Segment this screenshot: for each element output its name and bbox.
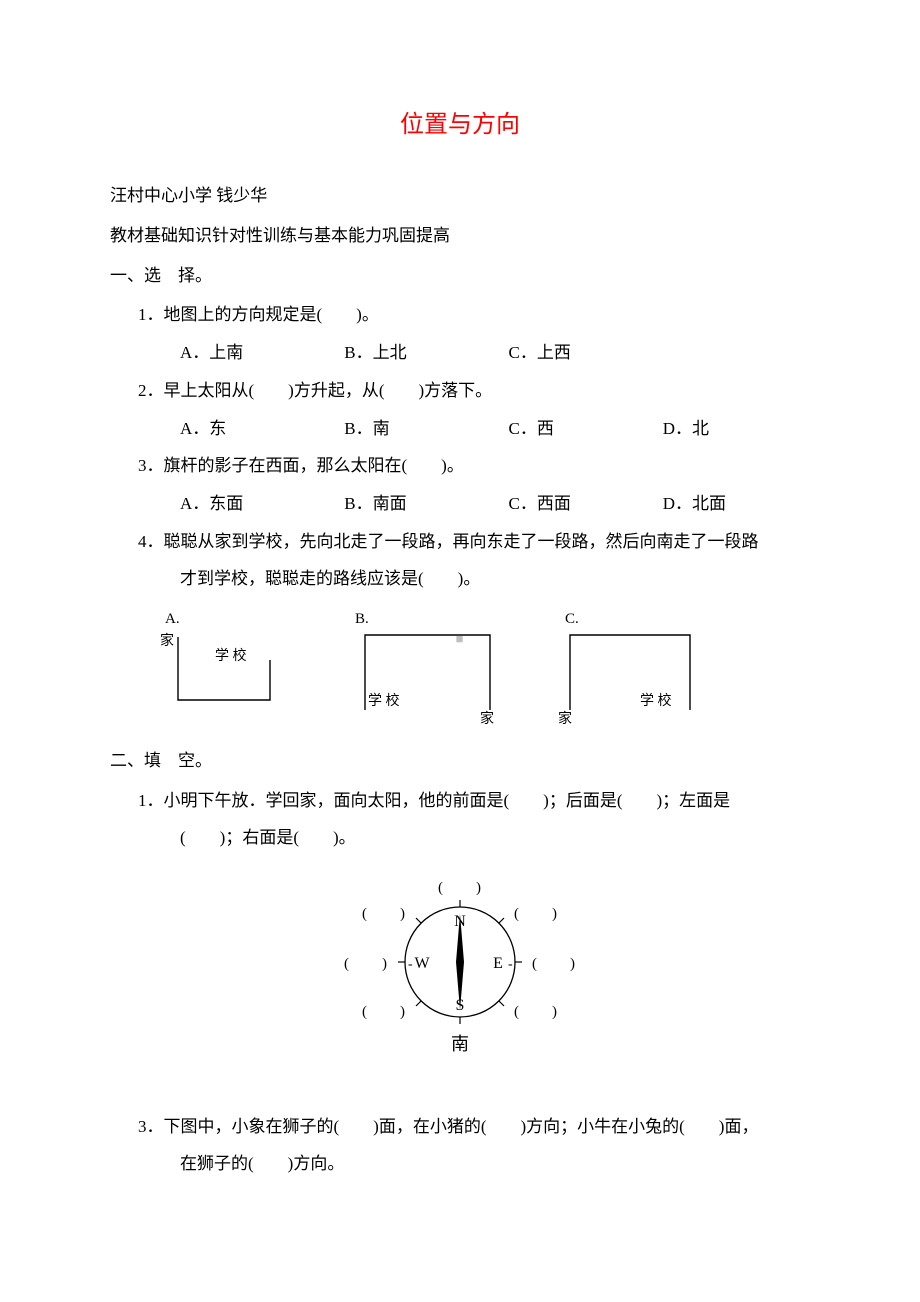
worksheet-page: 位置与方向 汪村中心小学 钱少华 教材基础知识针对性训练与基本能力巩固提高 一、… [0,0,920,1302]
svg-text:(: ( [532,956,537,972]
question-2-options: A．东 B．南 C．西 D．北 [110,411,810,447]
dA-path [178,637,270,700]
q2-opt-d: D．北 [663,411,763,447]
svg-text:(: ( [514,1004,519,1020]
compass-svg: N S E W 南 ( ) ( ) ( ) ( ) ( [290,872,630,1072]
fill-1-cont: ( )；右面是( )。 [110,820,810,856]
q1-opt-a: A．上南 [180,335,340,371]
dC-home: 家 [558,710,572,725]
compass-e: E [493,955,503,972]
q3-opt-c: C．西面 [509,486,659,522]
section-2-head: 二、填 空。 [110,743,810,779]
subtitle-line: 教材基础知识针对性训练与基本能力巩固提高 [110,218,810,254]
compass-s: S [456,997,465,1014]
dA-label: A. [165,611,180,627]
route-diagrams-svg: A. 家 学 校 B. 学 校 家 C. 家 学 校 [150,605,770,725]
question-2: 2．早上太阳从( )方升起，从( )方落下。 [110,373,810,409]
svg-text:(: ( [362,906,367,922]
dC-label: C. [565,611,579,627]
svg-text:(: ( [514,906,519,922]
dB-label: B. [355,611,369,627]
svg-text:-: - [508,957,513,972]
compass-diagram: N S E W 南 ( ) ( ) ( ) ( ) ( [110,872,810,1085]
q2-opt-c: C．西 [509,411,659,447]
author-line: 汪村中心小学 钱少华 [110,178,810,214]
dC-school: 学 校 [640,692,672,709]
svg-text:(: ( [344,956,349,972]
fill-3-cont: 在狮子的( )方向。 [110,1146,810,1182]
dA-home: 家 [160,632,174,649]
svg-text:): ) [552,906,557,922]
question-4-cont: 才到学校，聪聪走的路线应该是( )。 [110,561,810,597]
q1-opt-c: C．上西 [509,335,659,371]
svg-text:): ) [552,1004,557,1020]
section-1-head: 一、选 择。 [110,258,810,294]
svg-text:): ) [476,880,481,896]
question-1: 1．地图上的方向规定是( )。 [110,297,810,333]
fill-1: 1．小明下午放．学回家，面向太阳，他的前面是( )；后面是( )；左面是 [110,783,810,819]
dB-home: 家 [480,710,494,725]
svg-text:(: ( [362,1004,367,1020]
svg-text:): ) [570,956,575,972]
question-4: 4．聪聪从家到学校，先向北走了一段路，再向东走了一段路，然后向南走了一段路 [110,524,810,560]
svg-text:-: - [408,957,413,972]
dA-school: 学 校 [215,647,247,664]
dC-path [570,635,690,710]
q1-opt-b: B．上北 [344,335,504,371]
question-3: 3．旗杆的影子在西面，那么太阳在( )。 [110,448,810,484]
q2-opt-b: B．南 [344,411,504,447]
page-title: 位置与方向 [110,100,810,150]
svg-text:(: ( [438,880,443,896]
dB-school: 学 校 [368,692,400,709]
svg-text:): ) [400,906,405,922]
q3-opt-a: A．东面 [180,486,340,522]
question-3-options: A．东面 B．南面 C．西面 D．北面 [110,486,810,522]
compass-w: W [414,955,430,972]
fill-3: 3．下图中，小象在狮子的( )面，在小猪的( )方向；小牛在小兔的( )面， [110,1109,810,1145]
q3-opt-b: B．南面 [344,486,504,522]
q2-opt-a: A．东 [180,411,340,447]
question-1-options: A．上南 B．上北 C．上西 [110,335,810,371]
svg-text:): ) [400,1004,405,1020]
svg-text:): ) [382,956,387,972]
compass-n: N [454,913,466,930]
q4-diagrams: A. 家 学 校 B. 学 校 家 C. 家 学 校 [110,605,810,725]
compass-south-label: 南 [451,1034,469,1054]
q3-opt-d: D．北面 [663,486,763,522]
